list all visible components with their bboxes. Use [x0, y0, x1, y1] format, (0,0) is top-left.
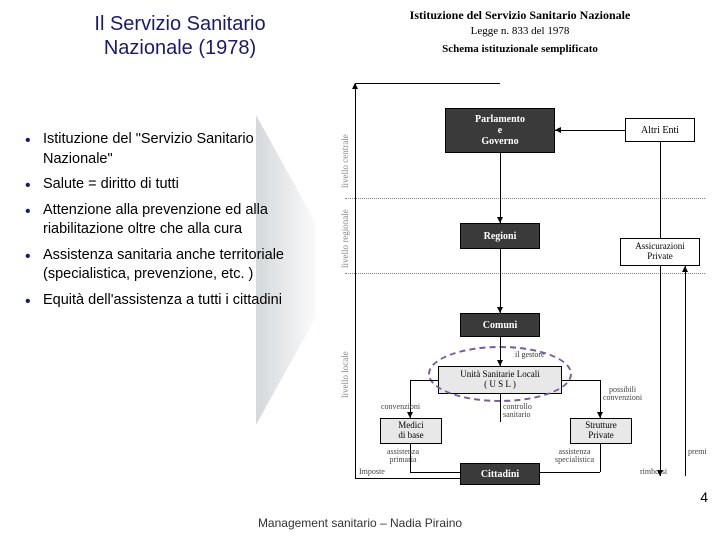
- arrow-usl-med: [407, 412, 413, 418]
- conn-usl-down: [500, 394, 501, 422]
- diagram-subtitle: Legge n. 833 del 1978: [325, 25, 715, 37]
- conn-med-cit-h: [410, 472, 460, 473]
- level-regionale: livello regionale: [340, 209, 350, 268]
- bullet-item: Istituzione del "Servizio Sanitario Nazi…: [25, 130, 295, 169]
- arrow-premi: [682, 266, 688, 272]
- diagram-subtitle2: Schema istituzionale semplificato: [325, 43, 715, 55]
- conn-usl-med-h: [410, 380, 438, 381]
- node-altri-enti: Altri Enti: [625, 118, 695, 142]
- label-assist-prim: assistenza primaria: [387, 448, 419, 464]
- dash-1: [345, 198, 705, 199]
- conn-strut-cit: [600, 444, 601, 472]
- conn-usl-strut-h: [562, 380, 600, 381]
- label-premi: premi: [688, 448, 707, 456]
- label-convenzioni: convenzioni: [381, 403, 420, 411]
- bullet-list: Istituzione del "Servizio Sanitario Nazi…: [25, 130, 295, 311]
- arrow-altri-l: [555, 127, 561, 133]
- bullet-item: Attenzione alla prevenzione ed alla riab…: [25, 201, 295, 240]
- arrow-imposte: [352, 83, 358, 89]
- node-cittadini: Cittadini: [460, 463, 540, 485]
- label-gestori: il gestore: [515, 351, 545, 359]
- arrow-parl-reg: [497, 217, 503, 223]
- bullet-column: Istituzione del "Servizio Sanitario Nazi…: [25, 130, 295, 317]
- node-regioni: Regioni: [460, 223, 540, 249]
- conn-reg-com: [500, 249, 501, 313]
- arrow-reg-com: [497, 307, 503, 313]
- frame-top: [355, 83, 500, 84]
- conn-cit-imposte: [355, 478, 460, 479]
- label-imposte: Imposte: [359, 468, 385, 476]
- conn-strut-cit-h: [540, 472, 600, 473]
- level-centrale: livello centrale: [340, 134, 350, 188]
- level-locale: livello locale: [340, 351, 350, 398]
- frame-left: [355, 83, 356, 478]
- label-controllo: controllo sanitario: [503, 403, 532, 419]
- conn-premi: [685, 266, 686, 476]
- conn-parl-reg: [500, 153, 501, 223]
- bullet-item: Assistenza sanitaria anche territoriale …: [25, 246, 295, 285]
- conn-assic-down: [660, 266, 661, 476]
- node-parlamento: Parlamento e Governo: [445, 108, 555, 153]
- bullet-item: Equità dell'assistenza a tutti i cittadi…: [25, 291, 295, 311]
- node-medici: Medici di base: [380, 418, 442, 444]
- diagram: Istituzione del Servizio Sanitario Nazio…: [325, 8, 715, 488]
- conn-altri-assic: [660, 142, 661, 238]
- dash-2: [345, 273, 705, 274]
- arrow-rimborsi: [657, 470, 663, 476]
- arrow-com-usl: [497, 360, 503, 366]
- footer: Management sanitario – Nadia Piraino: [0, 516, 720, 530]
- node-strutture: Strutture Private: [570, 418, 632, 444]
- diagram-title: Istituzione del Servizio Sanitario Nazio…: [325, 8, 715, 23]
- arrow-usl-strut: [597, 412, 603, 418]
- conn-parl-altri: [555, 130, 625, 131]
- label-poss-conv: possibili convenzioni: [603, 386, 642, 402]
- node-assic: Assicurazioni Private: [620, 238, 700, 266]
- page-number: 4: [700, 489, 708, 505]
- node-comuni: Comuni: [460, 313, 540, 337]
- label-assist-spec: assistenza specialistica: [555, 448, 594, 464]
- bullet-item: Salute = diritto di tutti: [25, 175, 295, 195]
- slide-title: Il Servizio Sanitario Nazionale (1978): [70, 12, 290, 60]
- label-rimborsi: rimborsi: [640, 468, 667, 476]
